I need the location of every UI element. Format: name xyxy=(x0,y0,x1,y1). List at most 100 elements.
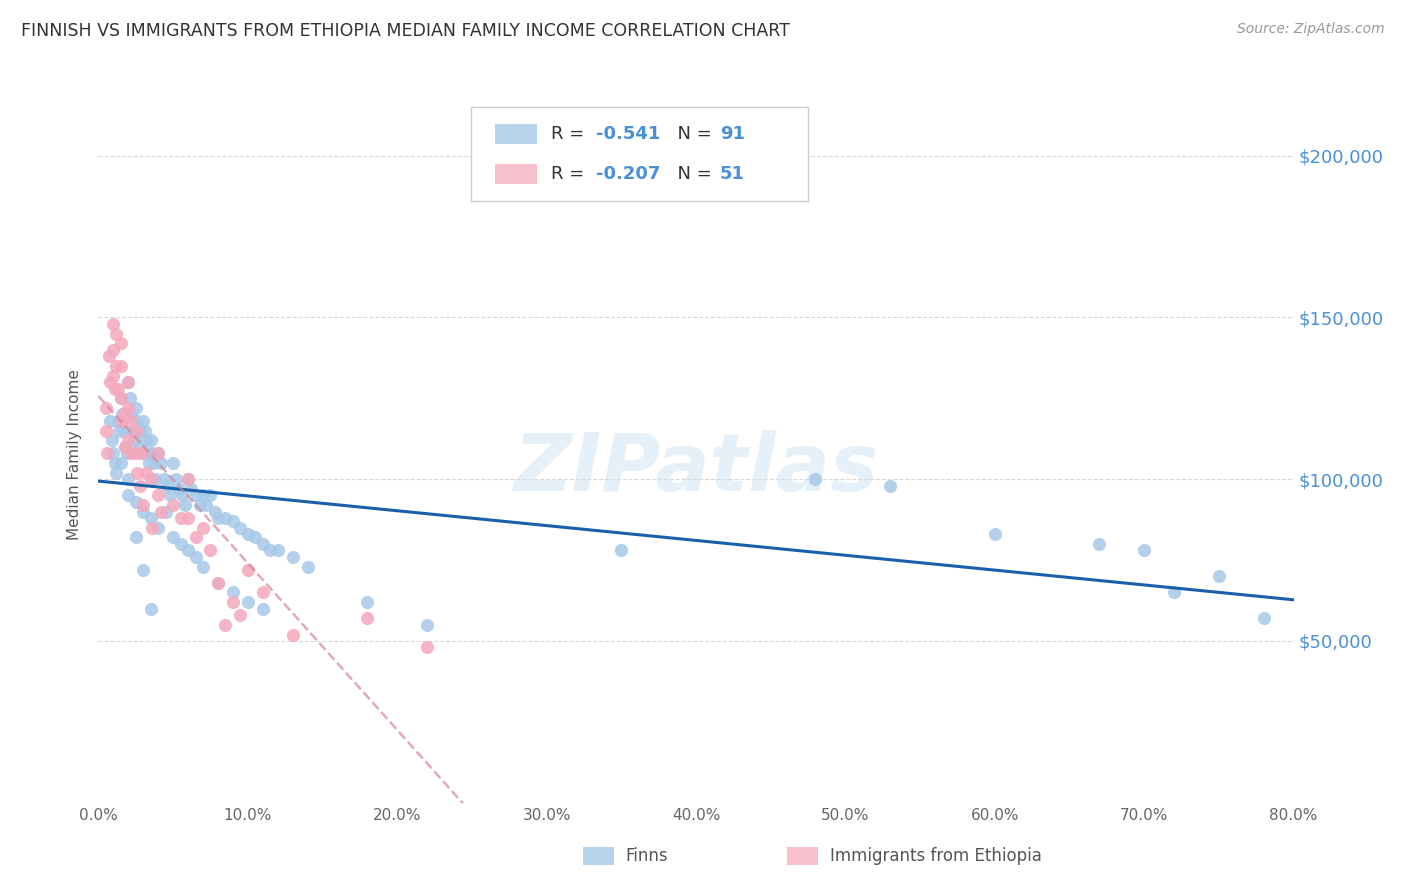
Point xyxy=(159,488,181,502)
Point xyxy=(143,472,166,486)
Point xyxy=(105,326,128,341)
Point xyxy=(148,446,170,460)
Point xyxy=(252,585,274,599)
Point xyxy=(150,504,173,518)
Point xyxy=(180,482,202,496)
Point xyxy=(110,359,132,373)
Point xyxy=(125,401,148,415)
Point xyxy=(100,375,122,389)
Point xyxy=(124,434,146,448)
Point xyxy=(184,531,207,545)
Text: ZIPatlas: ZIPatlas xyxy=(513,430,879,508)
Text: Source: ZipAtlas.com: Source: ZipAtlas.com xyxy=(1237,22,1385,37)
Point xyxy=(195,498,218,512)
Point xyxy=(128,424,150,438)
Point xyxy=(103,368,125,383)
Point xyxy=(103,317,125,331)
Point xyxy=(167,482,190,496)
Point xyxy=(174,498,197,512)
Point xyxy=(141,446,163,460)
Point xyxy=(165,472,187,486)
Point xyxy=(108,424,131,438)
Point xyxy=(610,543,633,558)
Point xyxy=(184,549,207,564)
Point xyxy=(1163,585,1185,599)
Text: Immigrants from Ethiopia: Immigrants from Ethiopia xyxy=(830,847,1042,865)
Point xyxy=(132,446,155,460)
Point xyxy=(184,488,207,502)
Point xyxy=(141,521,163,535)
Point xyxy=(117,401,139,415)
Point xyxy=(121,424,143,438)
Point xyxy=(222,585,245,599)
Point xyxy=(117,434,139,448)
Point xyxy=(136,446,159,460)
Point xyxy=(112,424,135,438)
Point xyxy=(356,611,378,625)
Point xyxy=(139,472,162,486)
Point xyxy=(105,466,128,480)
Point xyxy=(104,456,127,470)
Point xyxy=(169,511,191,525)
Point xyxy=(804,472,827,486)
Text: 91: 91 xyxy=(720,125,745,143)
Y-axis label: Median Family Income: Median Family Income xyxy=(67,369,83,541)
Point xyxy=(131,446,153,460)
Point xyxy=(245,531,267,545)
Point xyxy=(222,514,245,528)
Point xyxy=(297,559,319,574)
Point xyxy=(107,382,129,396)
Point xyxy=(110,392,132,406)
Point xyxy=(117,375,139,389)
Point xyxy=(110,456,132,470)
Text: FINNISH VS IMMIGRANTS FROM ETHIOPIA MEDIAN FAMILY INCOME CORRELATION CHART: FINNISH VS IMMIGRANTS FROM ETHIOPIA MEDI… xyxy=(21,22,790,40)
Point xyxy=(204,504,226,518)
Point xyxy=(100,414,122,428)
Point xyxy=(191,488,214,502)
Point xyxy=(94,401,117,415)
Point xyxy=(101,434,124,448)
Point xyxy=(105,359,128,373)
Point xyxy=(148,488,170,502)
Point xyxy=(125,495,148,509)
Text: -0.541: -0.541 xyxy=(596,125,661,143)
Point xyxy=(1088,537,1111,551)
Point xyxy=(191,521,214,535)
Point xyxy=(356,595,378,609)
Point xyxy=(229,521,252,535)
Point xyxy=(129,440,152,454)
Point xyxy=(139,601,162,615)
Point xyxy=(132,504,155,518)
Text: -0.207: -0.207 xyxy=(596,165,661,183)
Point xyxy=(214,617,236,632)
Point xyxy=(148,521,170,535)
Point xyxy=(94,424,117,438)
Point xyxy=(125,424,148,438)
Point xyxy=(1253,611,1275,625)
Point xyxy=(134,424,156,438)
Point xyxy=(129,478,152,492)
Point xyxy=(879,478,901,492)
Point xyxy=(169,537,191,551)
Point xyxy=(125,446,148,460)
Point xyxy=(132,498,155,512)
Point xyxy=(1133,543,1156,558)
Point xyxy=(281,549,304,564)
Point xyxy=(214,511,236,525)
Point xyxy=(162,531,184,545)
Point xyxy=(191,559,214,574)
Point xyxy=(127,414,149,428)
Point xyxy=(252,537,274,551)
Point xyxy=(153,472,176,486)
Point xyxy=(177,472,200,486)
Point xyxy=(115,446,138,460)
Text: 51: 51 xyxy=(720,165,745,183)
Point xyxy=(114,440,136,454)
Point xyxy=(252,601,274,615)
Text: R =: R = xyxy=(551,125,591,143)
Point xyxy=(111,414,134,428)
Point xyxy=(110,336,132,351)
Point xyxy=(117,488,139,502)
Point xyxy=(177,543,200,558)
Point xyxy=(236,595,259,609)
